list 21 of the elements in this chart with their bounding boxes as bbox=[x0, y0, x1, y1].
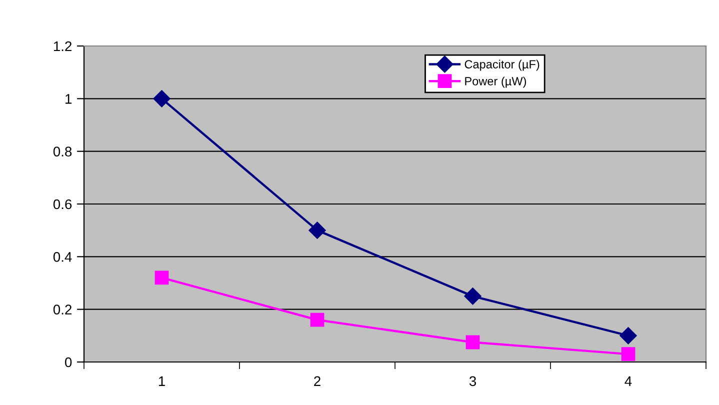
y-tick-label: 0.4 bbox=[53, 252, 72, 262]
y-tick-label: 1 bbox=[66, 94, 72, 104]
point bbox=[154, 270, 169, 285]
point bbox=[308, 222, 326, 239]
point bbox=[153, 90, 170, 108]
point bbox=[310, 312, 324, 327]
legend-label: Capacitor (µF) bbox=[464, 60, 540, 71]
y-tick-label: 0.6 bbox=[53, 199, 72, 210]
point bbox=[621, 347, 636, 362]
point bbox=[620, 327, 637, 344]
y-tick-label: 0 bbox=[65, 357, 72, 368]
x-tick-label: 2 bbox=[314, 376, 320, 386]
point bbox=[464, 288, 482, 305]
y-tick-label: 1.2 bbox=[54, 41, 72, 52]
x-tick-label: 3 bbox=[469, 376, 476, 386]
legend-label: Power (µW) bbox=[465, 76, 526, 88]
y-tick-label: 0.2 bbox=[53, 304, 72, 315]
x-tick-label: 1 bbox=[158, 376, 165, 386]
y-tick-label: 0.8 bbox=[53, 146, 72, 157]
point bbox=[466, 335, 480, 350]
x-tick-label: 4 bbox=[624, 376, 632, 386]
